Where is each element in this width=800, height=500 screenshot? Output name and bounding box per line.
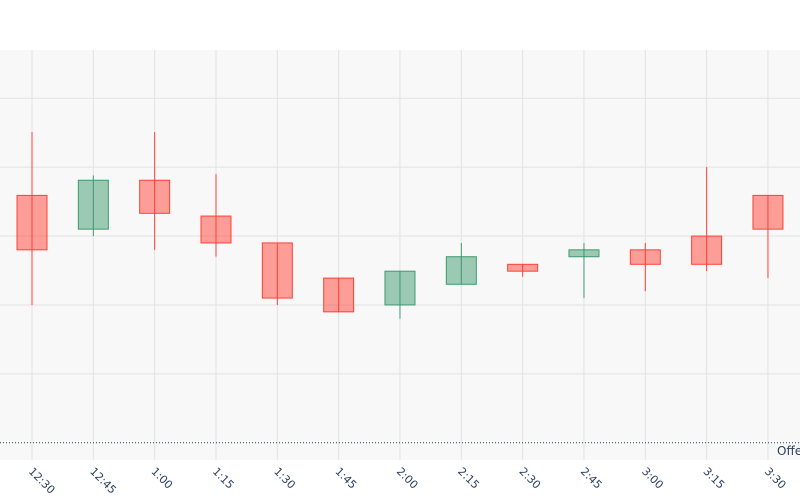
candle-body <box>77 179 109 230</box>
candle-body <box>323 277 355 313</box>
candle-body <box>507 263 539 272</box>
x-tick-label: 3:30 <box>762 465 789 492</box>
x-tick-label: 1:45 <box>333 465 360 492</box>
x-tick-label: 12:45 <box>87 465 119 497</box>
x-tick-label: 1:00 <box>149 465 176 492</box>
candle-body <box>568 249 600 258</box>
x-tick-label: 2:45 <box>578 465 605 492</box>
candle-body <box>16 194 48 251</box>
candle-body <box>445 256 477 285</box>
x-tick-label: 12:30 <box>26 465 58 497</box>
x-tick-label: 3:15 <box>701 465 728 492</box>
candle-body <box>261 242 293 299</box>
reference-label: Offe <box>777 444 800 458</box>
x-tick-label: 2:15 <box>455 465 482 492</box>
candle-body <box>629 249 661 265</box>
x-tick-label: 1:30 <box>271 465 298 492</box>
candle-body <box>139 179 171 214</box>
candle-body <box>691 235 723 265</box>
candle-body <box>384 270 416 306</box>
candle-body <box>200 215 232 244</box>
x-tick-label: 2:30 <box>517 465 544 492</box>
candle-body <box>752 194 784 230</box>
x-tick-label: 3:00 <box>639 465 666 492</box>
x-tick-label: 1:15 <box>210 465 237 492</box>
x-tick-label: 2:00 <box>394 465 421 492</box>
